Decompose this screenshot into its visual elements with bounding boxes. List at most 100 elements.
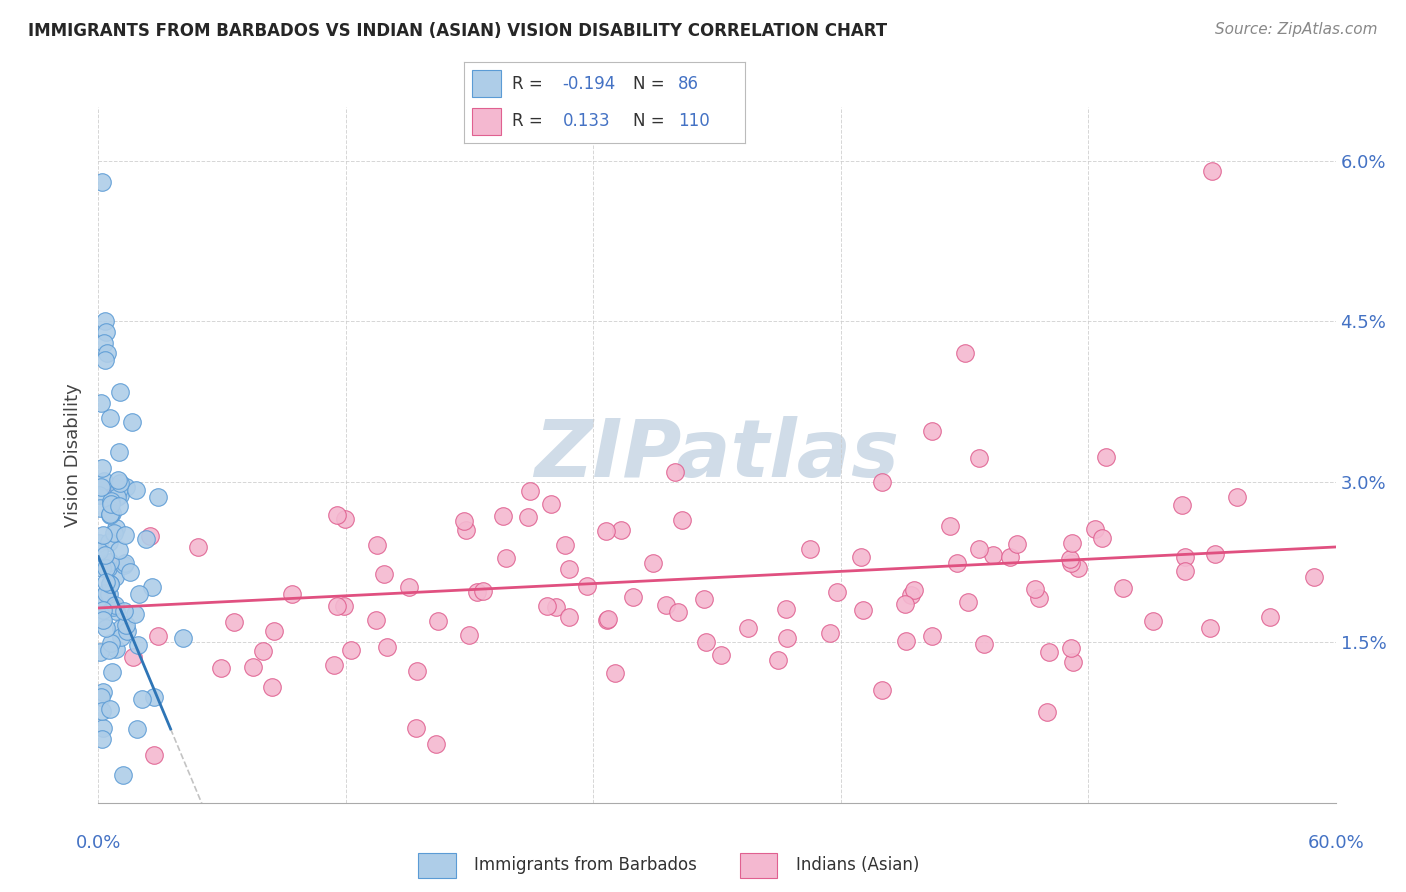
Point xyxy=(98,702,121,716)
Point xyxy=(90,396,112,410)
Point xyxy=(492,509,515,524)
Point xyxy=(104,570,127,584)
Point xyxy=(103,525,125,540)
Text: R =: R = xyxy=(512,112,548,130)
Point xyxy=(260,680,283,694)
Point xyxy=(90,175,112,189)
Point xyxy=(110,621,132,635)
Point xyxy=(870,475,893,489)
Text: 60.0%: 60.0% xyxy=(1308,834,1364,852)
Point xyxy=(103,599,125,614)
Text: Source: ZipAtlas.com: Source: ZipAtlas.com xyxy=(1215,22,1378,37)
Point xyxy=(1303,570,1326,584)
Point xyxy=(1036,705,1059,719)
Point xyxy=(242,660,264,674)
Point xyxy=(457,628,479,642)
Point xyxy=(558,610,581,624)
Point xyxy=(1028,591,1050,605)
Point xyxy=(121,415,143,429)
Point xyxy=(967,450,990,465)
Point xyxy=(114,556,136,570)
Text: N =: N = xyxy=(633,112,669,130)
Point xyxy=(1060,641,1083,656)
Point xyxy=(1038,645,1060,659)
Point xyxy=(90,731,112,746)
Point xyxy=(671,513,693,527)
Point xyxy=(643,556,665,570)
Point xyxy=(1094,450,1116,464)
Point xyxy=(849,549,872,564)
FancyBboxPatch shape xyxy=(472,70,501,97)
Point xyxy=(825,585,848,599)
Point xyxy=(953,346,976,360)
Point xyxy=(375,640,398,654)
Text: ZIPatlas: ZIPatlas xyxy=(534,416,900,494)
Point xyxy=(146,629,169,643)
Point xyxy=(558,562,581,576)
Point xyxy=(536,599,558,613)
Point xyxy=(131,692,153,706)
Point xyxy=(108,384,131,399)
Point xyxy=(1198,621,1220,635)
Point xyxy=(427,614,450,628)
Point xyxy=(97,561,120,575)
Point xyxy=(1226,490,1249,504)
Point xyxy=(114,528,136,542)
Point xyxy=(981,549,1004,563)
Point xyxy=(91,461,114,475)
Point xyxy=(1142,615,1164,629)
Text: IMMIGRANTS FROM BARBADOS VS INDIAN (ASIAN) VISION DISABILITY CORRELATION CHART: IMMIGRANTS FROM BARBADOS VS INDIAN (ASIA… xyxy=(28,22,887,40)
Point xyxy=(472,583,495,598)
Point xyxy=(96,586,118,600)
Point xyxy=(104,480,127,494)
Text: 0.133: 0.133 xyxy=(562,112,610,130)
Point xyxy=(94,575,117,590)
Point xyxy=(104,641,127,656)
Y-axis label: Vision Disability: Vision Disability xyxy=(65,383,83,527)
Point xyxy=(655,598,678,612)
Point xyxy=(105,521,128,535)
Point xyxy=(710,648,733,662)
Point xyxy=(326,508,349,523)
Point xyxy=(425,738,447,752)
Point xyxy=(775,602,797,616)
Point xyxy=(93,549,115,563)
Point xyxy=(91,721,114,735)
Point xyxy=(94,325,117,339)
Point xyxy=(398,580,420,594)
Point xyxy=(1112,581,1135,595)
Point xyxy=(546,600,568,615)
Point xyxy=(1084,522,1107,536)
Point xyxy=(596,613,619,627)
Point xyxy=(1059,551,1081,566)
Point xyxy=(108,476,131,491)
Point xyxy=(90,690,112,705)
Point xyxy=(90,705,112,719)
Point xyxy=(114,480,136,494)
Point xyxy=(1205,547,1227,561)
Point xyxy=(852,603,875,617)
Point xyxy=(93,335,115,350)
Point xyxy=(87,488,110,502)
Point xyxy=(90,610,112,624)
Point xyxy=(1171,499,1194,513)
Point xyxy=(998,550,1021,565)
Point xyxy=(98,576,121,591)
Point xyxy=(108,487,131,501)
Point xyxy=(128,586,150,600)
Point xyxy=(187,540,209,554)
Point xyxy=(112,604,135,618)
Point xyxy=(340,642,363,657)
Point xyxy=(405,721,427,735)
Point xyxy=(921,629,943,643)
Point xyxy=(127,638,149,652)
Point xyxy=(1024,582,1046,596)
FancyBboxPatch shape xyxy=(419,853,456,878)
Point xyxy=(603,666,626,681)
Point xyxy=(100,497,122,511)
Point xyxy=(105,490,128,504)
Point xyxy=(1060,556,1083,570)
Point xyxy=(90,480,112,494)
Point xyxy=(98,558,121,572)
Point xyxy=(142,690,165,704)
